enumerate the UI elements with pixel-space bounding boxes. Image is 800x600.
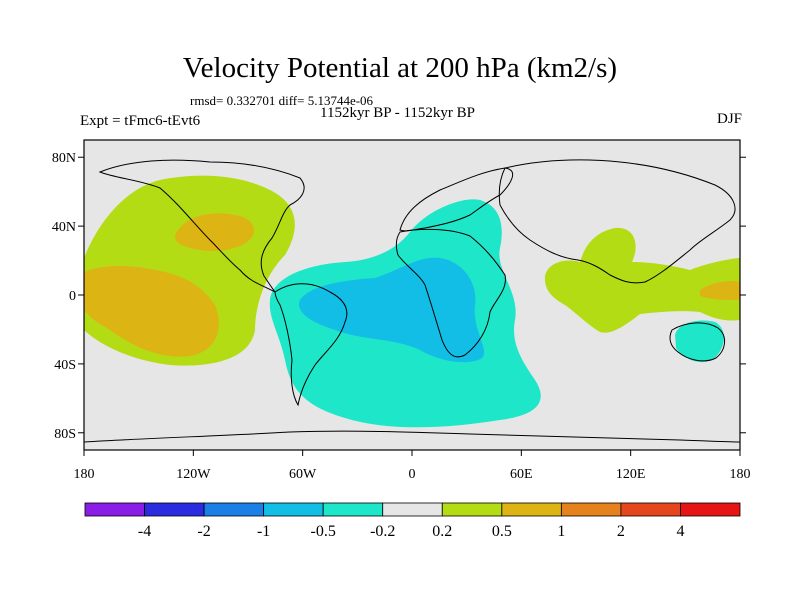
lon-tick-label: 180 [730,467,751,482]
lon-tick-label: 120E [616,467,646,482]
period-text: 1152kyr BP - 1152kyr BP [320,105,476,121]
colorbar-swatch [144,502,205,517]
colorbar-label: -0.5 [311,523,336,540]
contour-region-pacific-core [84,265,219,357]
colorbar-label: -2 [197,523,210,540]
contour-region-namerica-core [175,213,255,251]
colorbar-swatch [441,502,503,517]
experiment-text: Expt = tFmc6-tEvt6 [80,113,201,129]
lat-tick-label: 40N [52,220,76,235]
colorbar-swatch [84,502,145,517]
colorbar-label: 2 [617,523,625,540]
coastline-africa [395,228,506,358]
contour-region-atlantic-core [299,257,485,363]
lon-tick-label: 180 [74,467,95,482]
colorbar-label: -1 [257,523,270,540]
coastline-australia [669,322,725,362]
coastline-south-america [274,283,348,407]
colorbar-label: -0.2 [370,523,395,540]
colorbar-label: 0.2 [432,523,452,540]
coastline-asia [498,159,736,284]
colorbar-swatch [263,502,324,517]
colorbar-label: 1 [557,523,565,540]
stats-text: rmsd= 0.332701 diff= 5.13744e-06 [190,93,374,108]
coastline-europe [399,167,514,232]
lat-tick-label: 40S [54,358,76,373]
contour-region-australia-negative [675,320,724,363]
lon-tick-label: 0 [409,467,416,482]
lon-tick-label: 60W [289,467,317,482]
lat-tick-label: 80N [52,151,76,166]
lat-tick-label: 80S [54,427,76,442]
colorbar-label: 4 [676,523,684,540]
colorbar-label: -4 [138,523,151,540]
coastline-north-america [98,159,305,293]
colorbar-swatch [620,502,681,517]
contour-region-wpacific-core [700,280,740,300]
colorbar [84,502,741,517]
colorbar-swatch [560,502,622,517]
colorbar-label: 0.5 [492,523,512,540]
lat-tick-label: 0 [69,289,76,304]
latitude-ticks: 80N 40N 0 40S 80S [52,151,746,442]
colorbar-swatch [382,502,443,517]
colorbar-swatch [501,502,562,517]
season-label: DJF [716,111,742,127]
contour-region-indo-positive [544,227,740,333]
colorbar-labels: -4 -2 -1 -0.5 -0.2 0.2 0.5 1 2 4 [138,523,685,540]
lon-tick-label: 120W [176,467,211,482]
map-title: Velocity Potential at 200 hPa (km2/s) [182,52,618,84]
colorbar-swatch [203,502,265,517]
colorbar-swatch [680,502,741,517]
longitude-ticks: 180 120W 60W 0 60E 120E 180 [74,450,751,482]
lon-tick-label: 60E [510,467,533,482]
colorbar-swatch [322,502,384,517]
coastline-antarctica [84,430,740,443]
